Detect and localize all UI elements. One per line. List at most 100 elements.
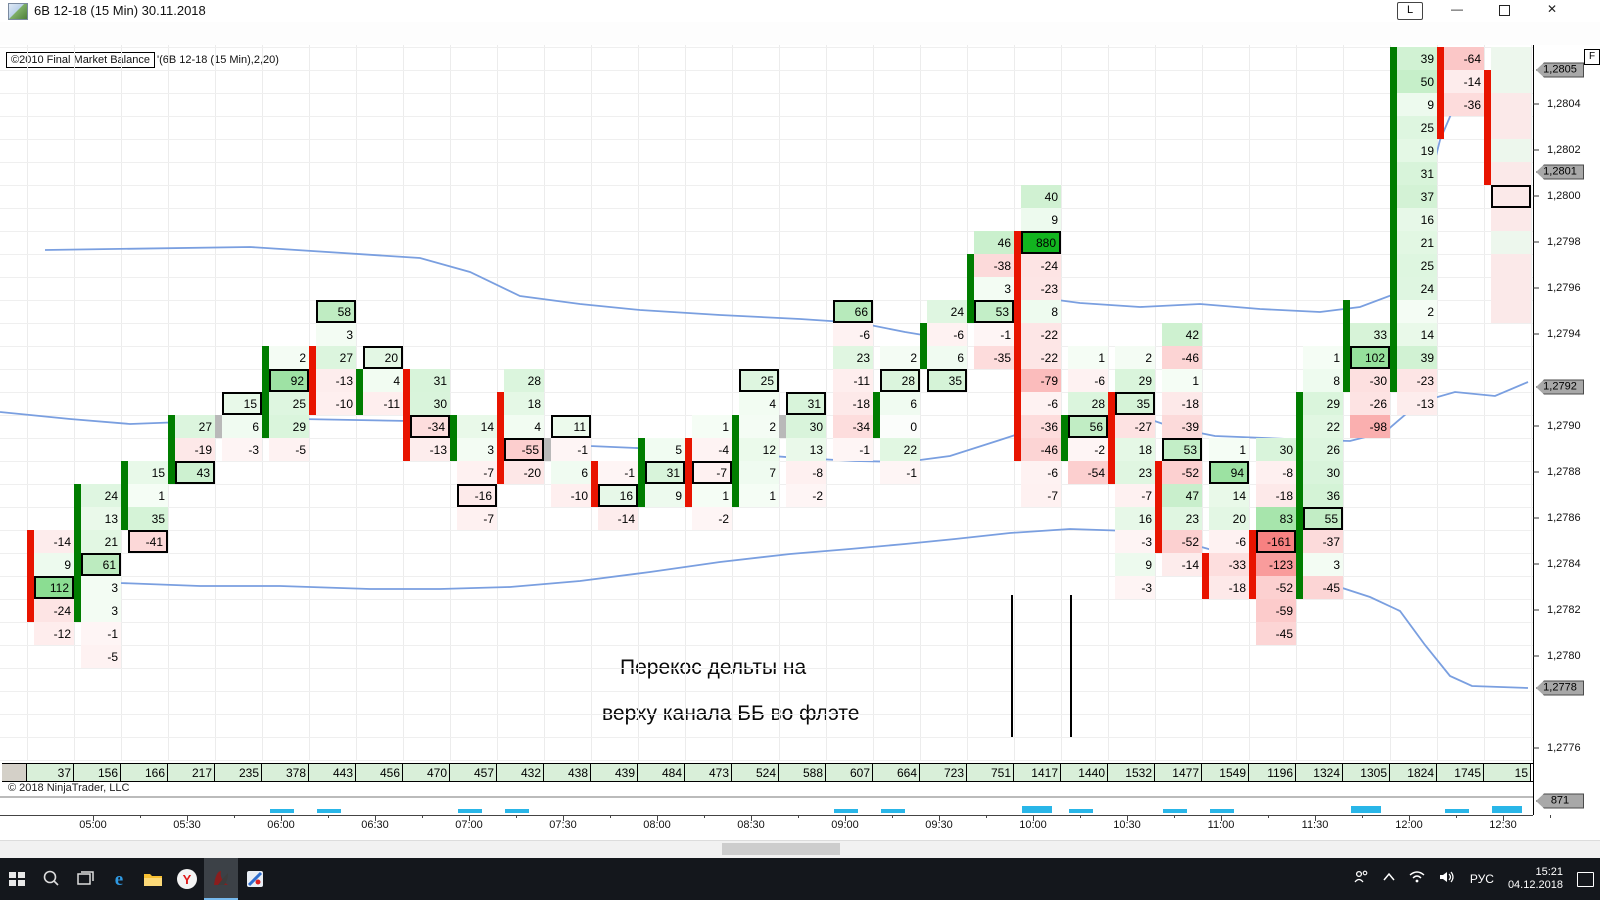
delta-cell: 53 [1162, 438, 1202, 461]
grid-vline [1155, 45, 1156, 761]
chart-text-annotation-line2[interactable]: верху канала ББ во флэте [602, 702, 860, 725]
price-label: 1,2802 [1547, 144, 1581, 156]
delta-cell [1491, 254, 1531, 277]
price-label: 1,2798 [1547, 236, 1581, 248]
delta-cell: -11 [833, 369, 873, 392]
scrollbar-thumb[interactable] [722, 843, 840, 855]
delta-cell: 53 [974, 300, 1014, 323]
delta-cell: 6 [927, 346, 967, 369]
candle-bar-05:15 [121, 461, 128, 530]
grid-vline [591, 45, 592, 761]
delta-cell: 30 [410, 392, 450, 415]
delta-cell: 13 [786, 438, 826, 461]
total-cell: 456 [356, 764, 403, 781]
delta-cell: 46 [974, 231, 1014, 254]
delta-cell: -3 [1115, 576, 1155, 599]
language-indicator[interactable]: РУС [1469, 872, 1494, 886]
restore-button[interactable] [1489, 1, 1519, 19]
delta-cell: 29 [1303, 392, 1343, 415]
minimize-button[interactable]: — [1451, 2, 1463, 16]
price-tag: 1,2778 [1536, 680, 1584, 696]
taskbar-file-explorer-icon[interactable] [136, 858, 170, 900]
price-label: 1,2776 [1547, 742, 1581, 754]
grid-hline [0, 346, 1533, 347]
window-title: 6B 12-18 (15 Min) 30.11.2018 [34, 3, 206, 18]
delta-cell: -34 [833, 415, 873, 438]
taskbar-yandex-browser-icon[interactable]: Y [170, 858, 204, 900]
candle-bar-11:45 [1343, 300, 1350, 392]
time-tick-major [187, 815, 188, 821]
link-button[interactable]: L [1397, 2, 1423, 20]
time-tick-major [1503, 815, 1504, 821]
delta-cell: 31 [1397, 162, 1437, 185]
delta-cell: -52 [1162, 461, 1202, 484]
chart-vertical-line-annotation[interactable] [1011, 595, 1013, 737]
delta-cell: 6 [551, 461, 591, 484]
wifi-icon[interactable] [1408, 870, 1426, 889]
delta-cell: 9 [1021, 208, 1061, 231]
delta-cell: -79 [1021, 369, 1061, 392]
delta-cell: -16 [457, 484, 497, 507]
candle-bar-09:15 [873, 392, 880, 438]
chevron-up-icon[interactable] [1382, 870, 1396, 888]
delta-cell: 39 [1397, 47, 1437, 70]
delta-cell: 9 [34, 553, 74, 576]
taskbar-search-icon[interactable] [34, 858, 68, 900]
grid-hline [0, 691, 1533, 692]
price-label: 1,2786 [1547, 512, 1581, 524]
taskbar-ninjatrader-icon[interactable] [204, 858, 238, 900]
delta-cell: 2 [1397, 300, 1437, 323]
delta-cell: 3 [457, 438, 497, 461]
taskbar-start-icon[interactable] [0, 858, 34, 900]
delta-cell: -55 [504, 438, 544, 461]
volume-tick [1022, 806, 1052, 813]
delta-cell: -3 [1115, 530, 1155, 553]
time-tick-minor [1550, 815, 1551, 818]
candle-bar-07:15 [497, 392, 504, 484]
taskbar-edge-icon[interactable]: e [102, 858, 136, 900]
delta-cell: 30 [1303, 461, 1343, 484]
people-icon[interactable] [1352, 869, 1370, 890]
delta-cell: -45 [1303, 576, 1343, 599]
delta-cell [1491, 116, 1531, 139]
taskbar-media-app-icon[interactable] [238, 858, 272, 900]
notification-center-icon[interactable] [1577, 871, 1594, 887]
time-tick-major [563, 815, 564, 821]
delta-cell: 28 [1068, 392, 1108, 415]
time-tick-minor [1080, 815, 1081, 818]
grid-hline [0, 622, 1533, 623]
f-button[interactable]: F [1584, 49, 1600, 65]
time-label: 08:30 [737, 819, 765, 831]
delta-cell: -2 [1068, 438, 1108, 461]
delta-cell: 31 [410, 369, 450, 392]
delta-cell: -1 [598, 461, 638, 484]
delta-cell: 3 [974, 277, 1014, 300]
delta-cell: -37 [1303, 530, 1343, 553]
price-label: 1,2788 [1547, 466, 1581, 478]
total-cell: 443 [309, 764, 356, 781]
chart-vertical-line-annotation[interactable] [1070, 595, 1072, 737]
delta-cell: 94 [1209, 461, 1249, 484]
delta-cell: -23 [1397, 369, 1437, 392]
delta-cell: 2 [739, 415, 779, 438]
total-cell: 15 [1484, 764, 1531, 781]
clock[interactable]: 15:21 04.12.2018 [1508, 866, 1563, 892]
delta-cell: 3 [1303, 553, 1343, 576]
time-tick-major [845, 815, 846, 821]
close-button[interactable]: ✕ [1546, 2, 1558, 16]
app-icon [8, 3, 28, 20]
price-label: 1,2794 [1547, 328, 1581, 340]
delta-cell: -2 [786, 484, 826, 507]
delta-cell: 16 [1115, 507, 1155, 530]
volume-icon[interactable] [1438, 870, 1456, 889]
delta-cell: 43 [175, 461, 215, 484]
candle-bar-09:45 [967, 254, 974, 323]
delta-cell: 4 [504, 415, 544, 438]
grid-hline [0, 208, 1533, 209]
candle-bar-11:30 [1296, 392, 1303, 599]
taskbar-task-view-icon[interactable] [68, 858, 102, 900]
volume-tick [458, 809, 482, 813]
price-tick [1533, 425, 1539, 427]
grid-hline [0, 300, 1533, 301]
grid-vline [544, 45, 545, 761]
